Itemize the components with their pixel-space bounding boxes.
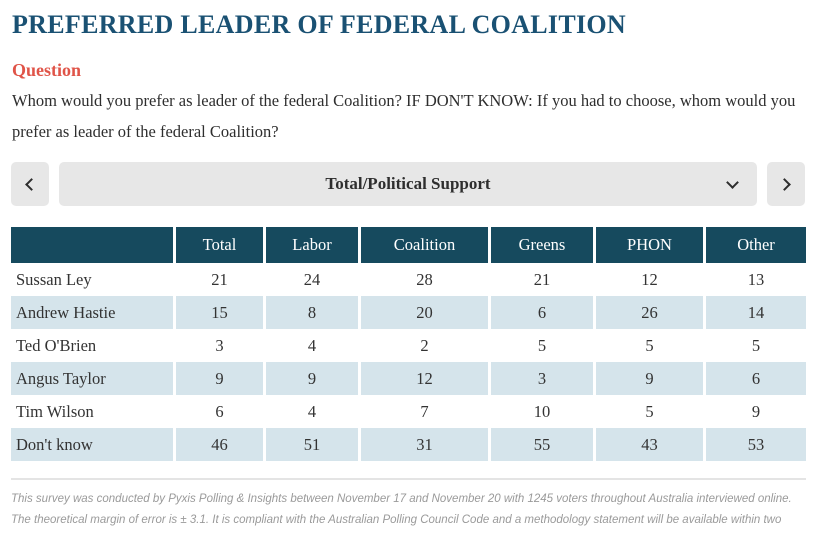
cell-value: 3 — [176, 329, 266, 363]
cell-value: 43 — [596, 428, 706, 462]
cell-value: 12 — [361, 362, 491, 396]
row-label: Sussan Ley — [11, 263, 176, 297]
cell-value: 9 — [596, 362, 706, 396]
column-header-total: Total — [176, 227, 266, 264]
cell-value: 6 — [706, 362, 806, 396]
cell-value: 13 — [747, 269, 765, 289]
column-header-other: Other — [706, 227, 806, 264]
column-header-phon: PHON — [596, 227, 706, 264]
cell-value: 21 — [176, 263, 266, 297]
cell-value: 2 — [361, 329, 491, 363]
table-row: Angus Taylor 9 9 12 3 9 6 — [11, 362, 806, 396]
cell-value: 5 — [491, 329, 596, 363]
survey-disclaimer: This survey was conducted by Pyxis Polli… — [11, 493, 792, 526]
table-row: Ted O'Brien 3 4 2 5 5 5 — [11, 329, 806, 363]
cell-value: 28 — [361, 263, 491, 297]
cell-value: 24 — [266, 263, 361, 297]
table-row: Tim Wilson 6 4 7 10 5 9 — [11, 395, 806, 429]
view-carousel: Total/Political Support — [11, 162, 805, 207]
cell-value: 8 — [266, 296, 361, 330]
table-row: Don't know 46 51 31 55 43 53 — [11, 428, 806, 462]
next-button[interactable] — [767, 162, 805, 207]
column-header-blank — [11, 227, 176, 264]
cell-value: 12 — [596, 263, 706, 297]
cell-value: 6 — [491, 296, 596, 330]
footer-divider — [11, 478, 806, 481]
view-selector-value: Total/Political Support — [325, 174, 491, 194]
cell-value: 10 — [491, 395, 596, 429]
cell-value: 9 — [751, 401, 761, 421]
cell-value: 4 — [266, 395, 361, 429]
cell-value: 5 — [751, 335, 761, 355]
cell-value: 26 — [596, 296, 706, 330]
cell-value: 4 — [266, 329, 361, 363]
cell-value: 5 — [596, 329, 706, 363]
row-label: Tim Wilson — [11, 395, 176, 429]
chevron-left-icon — [25, 177, 38, 191]
cell-value: 20 — [361, 296, 491, 330]
row-label: Don't know — [11, 428, 176, 462]
view-selector-dropdown[interactable]: Total/Political Support — [59, 162, 757, 207]
table-header-row: Total Labor Coalition Greens PHON Other — [11, 227, 806, 264]
cell-value: 51 — [266, 428, 361, 462]
cell-value: 6 — [176, 395, 266, 429]
cell-value: 21 — [491, 263, 596, 297]
column-header-greens: Greens — [491, 227, 596, 264]
cell-value: 5 — [596, 395, 706, 429]
column-header-coalition: Coalition — [361, 227, 491, 264]
cell-value: 53 — [706, 428, 806, 462]
page-title: PREFERRED LEADER OF FEDERAL COALITION — [12, 10, 626, 39]
cell-value: 9 — [266, 362, 361, 396]
cell-value: 3 — [491, 362, 596, 396]
row-label: Ted O'Brien — [11, 329, 176, 363]
prev-button[interactable] — [11, 162, 49, 207]
cell-value: 9 — [176, 362, 266, 396]
table-row: Sussan Ley 21 24 28 21 12 13 — [11, 263, 806, 297]
column-header-labor: Labor — [266, 227, 361, 264]
poll-results-table: Total Labor Coalition Greens PHON Other … — [11, 227, 806, 462]
chevron-down-icon — [726, 176, 739, 189]
table-row: Andrew Hastie 15 8 20 6 26 14 — [11, 296, 806, 330]
question-label: Question — [12, 60, 82, 80]
cell-value: 31 — [361, 428, 491, 462]
row-label: Andrew Hastie — [11, 296, 176, 330]
row-label: Angus Taylor — [11, 362, 176, 396]
chevron-right-icon — [778, 177, 791, 191]
cell-value: 7 — [361, 395, 491, 429]
question-text: Whom would you prefer as leader of the f… — [12, 91, 796, 141]
cell-value: 46 — [176, 428, 266, 462]
cell-value: 55 — [491, 428, 596, 462]
cell-value: 15 — [176, 296, 266, 330]
cell-value: 14 — [706, 296, 806, 330]
